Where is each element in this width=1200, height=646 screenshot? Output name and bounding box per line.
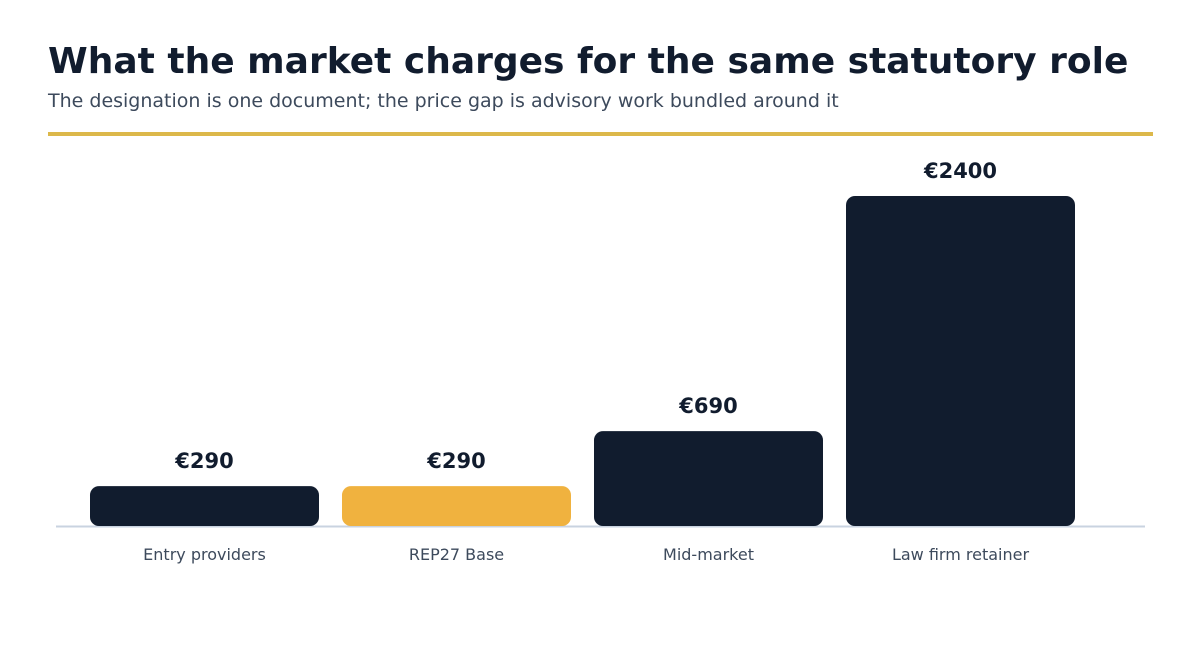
category-label: REP27 Base [409,545,504,564]
bar-law-firm-retainer [846,196,1075,526]
title-divider [48,132,1153,136]
bar-entry-providers [90,486,319,526]
bar-mid-market [594,431,823,526]
category-label: Law firm retainer [892,545,1030,564]
bar-value-label: €2400 [923,159,997,183]
category-label: Mid-market [663,545,754,564]
chart-subtitle: The designation is one document; the pri… [48,90,839,112]
bar-value-label: €690 [678,394,737,418]
chart-title: What the market charges for the same sta… [48,41,1129,82]
category-label: Entry providers [143,545,266,564]
bar-rep27-base [342,486,571,526]
bar-value-label: €290 [426,449,485,473]
bar-value-label: €290 [174,449,233,473]
